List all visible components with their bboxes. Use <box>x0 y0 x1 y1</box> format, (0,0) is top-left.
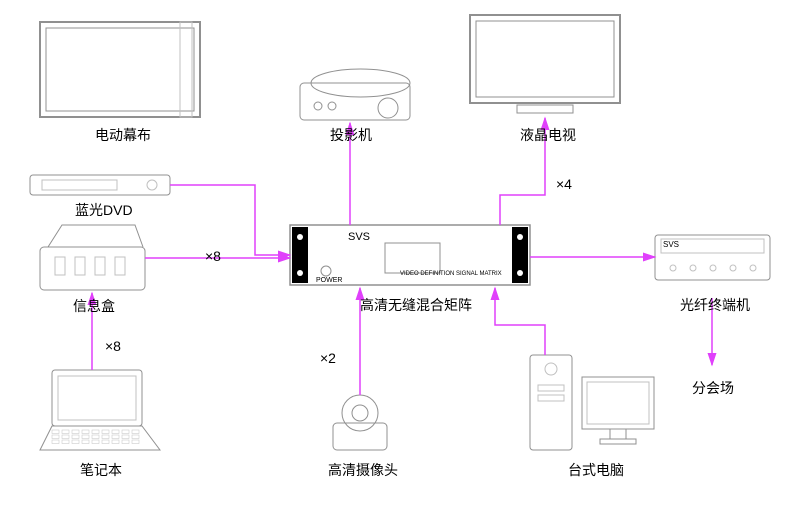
node-label-infobox: 信息盒 <box>73 296 115 316</box>
matrix-sub: VIDEO DEFINITION SIGNAL MATRIX <box>400 271 502 277</box>
edge-anno: ×8 <box>205 248 221 264</box>
node-label-lcdtv: 液晶电视 <box>520 125 576 145</box>
edge-anno: ×8 <box>105 338 121 354</box>
edge-anno: ×4 <box>556 176 572 192</box>
node-label-projector: 投影机 <box>330 125 372 145</box>
edge-anno: ×2 <box>320 350 336 366</box>
matrix-power: POWER <box>316 277 342 284</box>
fiber-brand: SVS <box>663 240 679 249</box>
node-label-matrix: 高清无缝混合矩阵 <box>360 295 472 315</box>
matrix-brand: SVS <box>348 231 370 243</box>
node-label-bluray: 蓝光DVD <box>75 200 133 220</box>
node-label-screen: 电动幕布 <box>95 125 151 145</box>
node-label-fiber: 光纤终端机 <box>680 295 750 315</box>
node-label-pc: 台式电脑 <box>568 460 624 480</box>
node-label-laptop: 笔记本 <box>80 460 122 480</box>
diagram-canvas <box>0 0 800 509</box>
node-label-camera: 高清摄像头 <box>328 460 398 480</box>
node-label-site: 分会场 <box>692 378 734 398</box>
